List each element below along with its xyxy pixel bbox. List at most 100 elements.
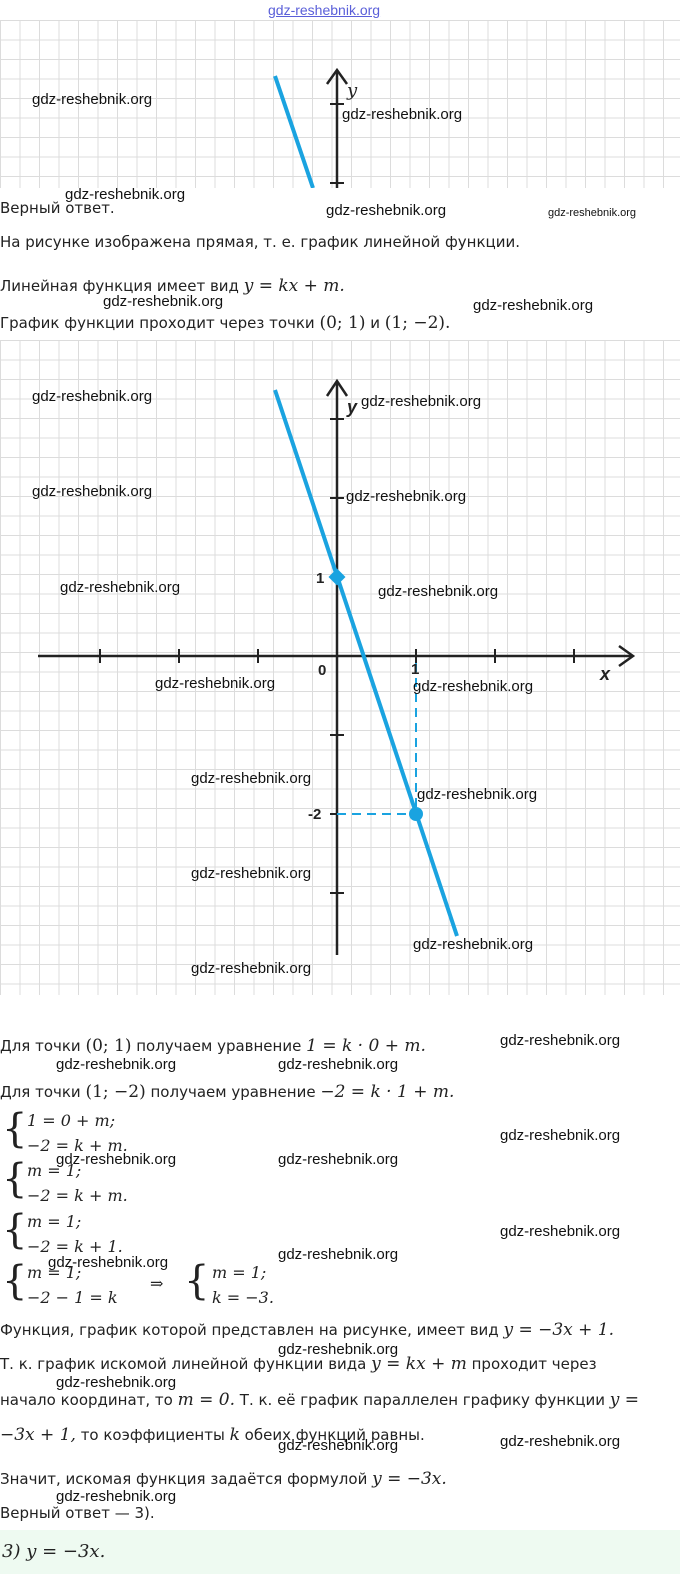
p3-and: и bbox=[365, 314, 385, 332]
p8-text: начало координат, то bbox=[0, 1391, 178, 1409]
watermark: gdz-reshebnik.org bbox=[32, 91, 153, 108]
system-2-line-1: m = 1; bbox=[27, 1161, 82, 1180]
p9-suffix: обеих функций равны. bbox=[239, 1426, 425, 1444]
p5-equation: −2 = k · 1 + m. bbox=[320, 1082, 455, 1102]
system-4-brace: { bbox=[2, 1258, 28, 1304]
paragraph-7: Т. к. график искомой линейной функции ви… bbox=[0, 1354, 597, 1374]
system-2-line-2: −2 = k + m. bbox=[27, 1186, 128, 1205]
p8-formula: m = 0. bbox=[177, 1390, 236, 1410]
top-function-line bbox=[273, 75, 315, 188]
system-3-line-2: −2 = k + 1. bbox=[27, 1237, 123, 1256]
watermark: gdz-reshebnik.org bbox=[103, 293, 224, 310]
verdict-text: Верный ответ. bbox=[0, 199, 115, 217]
answer-text: 3) y = −3x. bbox=[2, 1541, 106, 1562]
function-line bbox=[273, 389, 459, 937]
watermark: gdz-reshebnik.org bbox=[56, 1374, 177, 1391]
watermark: gdz-reshebnik.org bbox=[278, 1341, 399, 1358]
p2-formula: y = kx + m. bbox=[243, 276, 345, 296]
watermark: gdz-reshebnik.org bbox=[361, 393, 482, 410]
system-5-line-1: m = 1; bbox=[212, 1263, 267, 1282]
paragraph-1: На рисунке изображена прямая, т. е. граф… bbox=[0, 233, 520, 251]
paragraph-2: Линейная функция имеет вид y = kx + m. bbox=[0, 276, 345, 296]
y-axis-label: y bbox=[346, 397, 358, 417]
system-3-brace: { bbox=[2, 1207, 28, 1253]
x-axis-label: x bbox=[599, 664, 611, 684]
watermark: gdz-reshebnik.org bbox=[500, 1223, 621, 1240]
watermark: gdz-reshebnik.org bbox=[326, 202, 447, 219]
p6-text: Функция, график которой представлен на р… bbox=[0, 1321, 504, 1339]
watermark: gdz-reshebnik.org bbox=[500, 1032, 621, 1049]
top-y-label: y bbox=[347, 80, 358, 101]
watermark: gdz-reshebnik.org bbox=[56, 1488, 177, 1505]
watermark: gdz-reshebnik.org bbox=[56, 1056, 177, 1073]
main-graph-grid bbox=[0, 340, 680, 995]
site-link[interactable]: gdz-reshebnik.org bbox=[268, 2, 381, 18]
paragraph-4: Для точки (0; 1) получаем уравнение 1 = … bbox=[0, 1036, 426, 1056]
p7-suffix: проходит через bbox=[466, 1355, 597, 1373]
main-graph: 0 1 1 -2 x y bbox=[38, 378, 636, 955]
p8-formula-2: y = bbox=[609, 1390, 639, 1410]
answer-box: 3) y = −3x. bbox=[0, 1530, 680, 1574]
p4-point: (0; 1) bbox=[85, 1036, 132, 1056]
p9-formula: −3x + 1, bbox=[0, 1425, 76, 1445]
system-4-line-2: −2 − 1 = k bbox=[27, 1288, 118, 1307]
top-graph bbox=[273, 67, 349, 188]
paragraph-3: График функции проходит через точки (0; … bbox=[0, 313, 450, 333]
y-axis-arrow bbox=[325, 378, 349, 397]
system-5-brace: { bbox=[184, 1258, 210, 1304]
watermark: gdz-reshebnik.org bbox=[32, 388, 153, 405]
p9-mid: то коэффициенты bbox=[75, 1426, 230, 1444]
y-minus-two-label: -2 bbox=[308, 806, 321, 823]
watermark: gdz-reshebnik.org bbox=[278, 1437, 399, 1454]
watermark: gdz-reshebnik.org bbox=[56, 1151, 177, 1168]
paragraph-9: −3x + 1, то коэффициенты k обеих функций… bbox=[0, 1425, 425, 1445]
system-1-line-2: −2 = k + m. bbox=[27, 1136, 128, 1155]
p3-point-1: (0; 1) bbox=[319, 313, 366, 333]
p8-mid: Т. к. её график параллелен графику функц… bbox=[235, 1391, 610, 1409]
paragraph-10: Значит, искомая функция задаётся формуло… bbox=[0, 1469, 447, 1489]
p4-equation: 1 = k · 0 + m. bbox=[306, 1036, 426, 1056]
watermark: gdz-reshebnik.org bbox=[278, 1246, 399, 1263]
p3-point-2: (1; −2). bbox=[384, 313, 451, 333]
point-0-1-marker bbox=[328, 568, 346, 586]
system-3-line-1: m = 1; bbox=[27, 1212, 82, 1231]
watermark: gdz-reshebnik.org bbox=[378, 583, 499, 600]
paragraph-6: Функция, график которой представлен на р… bbox=[0, 1320, 614, 1340]
implies-arrow: ⇒ bbox=[150, 1274, 164, 1293]
system-1-line-1: 1 = 0 + m; bbox=[27, 1111, 116, 1130]
watermark: gdz-reshebnik.org bbox=[417, 786, 538, 803]
p5-point: (1; −2) bbox=[85, 1082, 146, 1102]
p4-mid: получаем уравнение bbox=[131, 1037, 307, 1055]
paragraph-5: Для точки (1; −2) получаем уравнение −2 … bbox=[0, 1082, 454, 1102]
watermark: gdz-reshebnik.org bbox=[65, 186, 186, 203]
p10-formula: y = −3x. bbox=[372, 1469, 447, 1489]
origin-label: 0 bbox=[318, 662, 326, 679]
point-1-minus2-marker bbox=[409, 807, 423, 821]
system-4-line-1: m = 1; bbox=[27, 1263, 82, 1282]
y-one-label: 1 bbox=[316, 570, 324, 587]
p5-mid: получаем уравнение bbox=[145, 1083, 321, 1101]
watermark: gdz-reshebnik.org bbox=[413, 678, 534, 695]
x-one-label: 1 bbox=[411, 661, 419, 678]
x-axis-arrow bbox=[618, 644, 636, 668]
system-2-brace: { bbox=[2, 1156, 28, 1202]
watermark: gdz-reshebnik.org bbox=[191, 865, 312, 882]
p4-text: Для точки bbox=[0, 1037, 86, 1055]
watermark: gdz-reshebnik.org bbox=[191, 770, 312, 787]
p5-text: Для точки bbox=[0, 1083, 86, 1101]
watermark: gdz-reshebnik.org bbox=[32, 483, 153, 500]
watermark: gdz-reshebnik.org bbox=[346, 488, 467, 505]
watermark: gdz-reshebnik.org bbox=[278, 1151, 399, 1168]
watermark: gdz-reshebnik.org bbox=[473, 297, 594, 314]
watermark: gdz-reshebnik.org bbox=[191, 960, 312, 977]
watermark: gdz-reshebnik.org bbox=[278, 1056, 399, 1073]
x-ticks bbox=[99, 649, 575, 663]
p3-text: График функции проходит через точки bbox=[0, 314, 320, 332]
p9-k: k bbox=[229, 1425, 240, 1445]
watermark: gdz-reshebnik.org bbox=[548, 207, 637, 219]
watermark: gdz-reshebnik.org bbox=[500, 1433, 621, 1450]
system-1-brace: { bbox=[2, 1106, 28, 1152]
watermark: gdz-reshebnik.org bbox=[413, 936, 534, 953]
paragraph-8: начало координат, то m = 0. Т. к. её гра… bbox=[0, 1390, 639, 1410]
p7-formula: y = kx + m bbox=[371, 1354, 467, 1374]
